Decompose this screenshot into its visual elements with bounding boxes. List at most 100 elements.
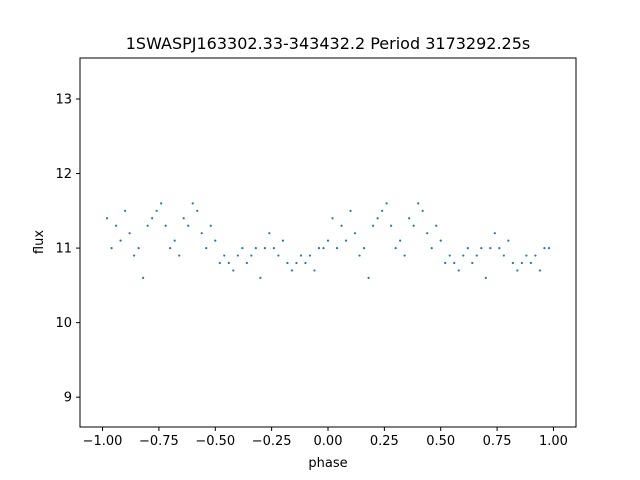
data-point <box>426 232 429 235</box>
data-point <box>353 232 357 235</box>
data-point <box>263 246 266 250</box>
data-point <box>435 224 438 227</box>
data-point <box>114 224 118 227</box>
data-point <box>344 239 348 242</box>
data-point <box>543 246 546 250</box>
data-point <box>516 269 519 272</box>
data-point <box>254 246 257 250</box>
data-point <box>200 232 203 235</box>
x-tick-label: 0.00 <box>314 434 343 449</box>
data-point <box>534 254 537 257</box>
data-point <box>146 224 149 227</box>
data-point <box>105 217 109 220</box>
data-point <box>385 202 388 205</box>
y-axis-label: flux <box>32 230 47 254</box>
data-point <box>160 202 163 205</box>
data-point <box>421 209 424 212</box>
data-point <box>259 276 262 280</box>
data-point <box>484 276 487 280</box>
data-point <box>137 246 140 250</box>
data-point <box>290 269 294 272</box>
data-point <box>272 246 275 250</box>
x-tick-label: −0.25 <box>252 434 292 449</box>
data-point <box>498 246 501 250</box>
y-axis-ticks: 9 10 11 12 13 <box>55 93 80 406</box>
data-point <box>453 261 456 265</box>
data-point <box>268 232 271 235</box>
data-point <box>178 254 181 257</box>
x-axis-label: phase <box>308 456 347 471</box>
data-point <box>187 224 190 227</box>
data-point <box>295 261 298 265</box>
data-point <box>313 269 316 272</box>
data-point <box>362 246 366 250</box>
data-point <box>205 246 208 250</box>
data-point <box>281 239 285 242</box>
data-point <box>493 232 496 235</box>
data-point <box>142 276 145 280</box>
data-point <box>227 261 230 265</box>
y-tick-label: 10 <box>55 316 72 331</box>
data-point <box>371 224 375 227</box>
data-point <box>151 217 154 220</box>
data-point <box>335 246 339 250</box>
data-point <box>394 246 397 250</box>
data-point <box>457 269 460 272</box>
scatter-points <box>105 202 551 280</box>
data-point <box>236 254 239 257</box>
data-point <box>538 269 542 272</box>
data-point <box>480 246 483 250</box>
data-point <box>173 239 176 242</box>
data-point <box>218 261 221 265</box>
x-tick-label: −0.50 <box>195 434 235 449</box>
data-point <box>304 261 307 265</box>
x-tick-label: 0.50 <box>426 434 455 449</box>
data-point <box>462 254 465 257</box>
data-point <box>164 224 167 227</box>
data-point <box>349 209 352 212</box>
data-point <box>128 232 131 235</box>
data-point <box>390 224 393 227</box>
data-point <box>340 224 343 227</box>
data-point <box>110 246 113 250</box>
data-point <box>196 209 199 212</box>
data-point <box>322 246 325 250</box>
data-point <box>123 209 127 212</box>
data-point <box>444 261 447 265</box>
data-point <box>403 254 406 257</box>
data-point <box>241 246 244 250</box>
y-tick-label: 13 <box>55 93 72 108</box>
data-point <box>209 224 212 227</box>
data-point <box>511 261 514 265</box>
chart-title: 1SWASPJ163302.33-343432.2 Period 3173292… <box>126 34 531 53</box>
data-point <box>331 217 334 220</box>
x-axis-ticks: −1.00 −0.75 −0.50 −0.25 0.00 0.25 0.50 0.75 1.00 <box>83 427 568 449</box>
data-point <box>245 261 248 265</box>
data-point <box>547 246 551 250</box>
y-tick-label: 9 <box>64 391 72 406</box>
data-point <box>507 239 510 242</box>
data-point <box>317 246 321 250</box>
y-tick-label: 11 <box>55 242 72 257</box>
data-point <box>250 254 253 257</box>
data-point <box>475 254 478 257</box>
data-point <box>155 209 158 212</box>
data-point <box>439 239 442 242</box>
data-point <box>326 239 330 242</box>
data-point <box>412 224 415 227</box>
data-point <box>308 254 312 257</box>
data-point <box>119 239 122 242</box>
y-tick-label: 12 <box>55 167 72 182</box>
data-point <box>502 254 505 257</box>
data-point <box>232 269 235 272</box>
data-point <box>525 254 528 257</box>
x-tick-label: 0.75 <box>483 434 512 449</box>
data-point <box>277 254 280 257</box>
data-point <box>286 261 289 265</box>
data-point <box>367 276 370 280</box>
x-tick-label: −1.00 <box>83 434 123 449</box>
data-point <box>529 261 533 265</box>
data-point <box>399 239 402 242</box>
